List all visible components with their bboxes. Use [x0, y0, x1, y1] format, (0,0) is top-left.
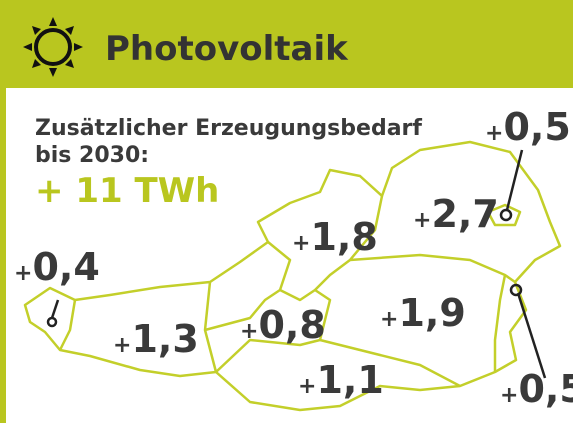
sun-icon: [23, 17, 83, 77]
pointers: [46, 149, 547, 379]
left-border: [0, 88, 6, 423]
summary-line: Zusätzlicher Erzeugungsbedarf: [35, 116, 422, 141]
region-label: +1,9: [380, 291, 466, 335]
country-outline: [23, 140, 562, 412]
region-border: [204, 288, 281, 332]
pointer-dot: [46, 316, 58, 328]
region-label: +0,8: [240, 303, 326, 347]
region-label: +2,7: [413, 192, 499, 236]
pointer-line: [50, 299, 60, 319]
pointer-dot: [499, 208, 513, 222]
region-sign: +: [14, 261, 32, 286]
pointer-line: [516, 292, 547, 379]
region-label: +0,5: [500, 367, 573, 411]
region-sign: +: [413, 208, 431, 233]
region-border: [493, 274, 507, 372]
region-border: [349, 253, 516, 284]
region-value: 0,4: [32, 245, 99, 289]
region-sign: +: [298, 374, 316, 399]
region-border: [319, 338, 461, 388]
region-value: 0,8: [258, 303, 325, 347]
summary-line: bis 2030:: [35, 143, 149, 168]
header-bar: [0, 0, 573, 88]
region-labels: +0,5+2,7+1,8+0,4+1,3 +0,8 +1,9+1,1 +0,5: [14, 105, 573, 411]
region-label: +0,5: [485, 105, 571, 149]
summary-total: + 11 TWh: [35, 171, 219, 211]
region-border: [215, 241, 332, 373]
region-sign: +: [292, 231, 310, 256]
region-sign: +: [240, 319, 258, 344]
region-value: 1,8: [310, 215, 377, 259]
pointer-dot: [509, 283, 523, 297]
region-sign: +: [485, 121, 503, 146]
region-label: +1,1: [298, 358, 384, 402]
header-title: Photovoltaik: [105, 29, 349, 69]
region-sign: +: [113, 333, 131, 358]
pointer-line: [505, 149, 524, 211]
region-value: 0,5: [518, 367, 573, 411]
region-value: 2,7: [431, 192, 498, 236]
region-label: +0,4: [14, 245, 100, 289]
map: [23, 140, 562, 412]
region-value: 1,3: [131, 317, 198, 361]
region-label: +1,8: [292, 215, 378, 259]
region-label: +1,3: [113, 317, 199, 361]
region-value: 1,9: [398, 291, 465, 335]
region-border: [486, 203, 522, 227]
region-border: [58, 299, 77, 351]
region-value: 1,1: [316, 358, 383, 402]
region-sign: +: [380, 307, 398, 332]
region-value: 0,5: [503, 105, 570, 149]
region-sign: +: [500, 383, 518, 408]
